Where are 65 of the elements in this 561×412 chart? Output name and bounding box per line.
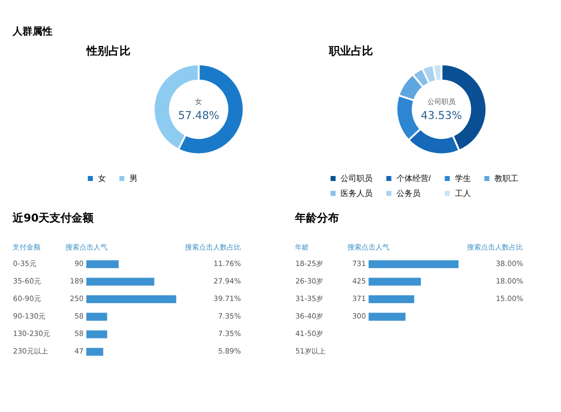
text: 5.89% — [218, 346, 242, 356]
chart-title: 性别占比 — [85, 44, 130, 58]
text: 15.00% — [496, 294, 524, 304]
bar — [86, 330, 108, 338]
text: 搜索点击人数占比 — [184, 242, 241, 252]
data-label: 90 — [74, 258, 84, 268]
bar — [368, 295, 414, 304]
bar — [368, 260, 459, 268]
chart-title: 年龄分布 — [294, 212, 339, 225]
data-label: 250 — [70, 294, 84, 304]
text: 人群属性 — [12, 26, 53, 38]
legend-label: 工人 — [454, 189, 471, 198]
y-tick-label: 41-50岁 — [295, 329, 324, 338]
text: 38.00% — [496, 258, 524, 268]
bar — [368, 312, 406, 321]
bar — [86, 348, 104, 356]
slice-label: 女 — [195, 96, 202, 106]
legend-label: 教职工 — [494, 174, 518, 184]
legend-label: 学生 — [454, 174, 471, 184]
y-tick-label: 0-35元 — [13, 258, 36, 268]
y-tick-label: 130-230元 — [13, 329, 50, 338]
data-label: 57.48% — [178, 109, 220, 122]
legend-label: 女 — [98, 174, 106, 184]
data-label: 371 — [352, 294, 366, 304]
data-label: 189 — [70, 276, 84, 286]
y-tick-label: 230元以上 — [13, 346, 48, 356]
y-tick-label: 36-40岁 — [295, 312, 324, 321]
data-label: 58 — [74, 329, 84, 338]
bar — [86, 260, 119, 268]
data-label: 43.53% — [420, 109, 462, 122]
y-tick-label: 26-30岁 — [295, 276, 324, 286]
y-tick-label: 35-60元 — [13, 276, 41, 286]
bar — [86, 312, 108, 321]
data-label: 58 — [74, 312, 84, 321]
legend-label: 个体经营/ — [396, 174, 432, 184]
text: 7.35% — [218, 329, 242, 338]
legend-label: 公司职员 — [340, 174, 373, 184]
chart-title: 近90天支付金额 — [12, 212, 95, 225]
text: 18.00% — [496, 276, 524, 286]
data-label: 47 — [74, 346, 84, 356]
data-label: 425 — [352, 276, 366, 286]
y-tick-label: 60-90元 — [13, 294, 41, 304]
y-tick-label: 31-35岁 — [295, 294, 324, 304]
legend-label: 公务员 — [396, 189, 420, 198]
text: 11.76% — [214, 258, 242, 268]
x-axis-title: 搜索点击人气 — [65, 242, 108, 252]
y-tick-label: 18-25岁 — [295, 258, 324, 268]
y-tick-label: 51岁以上 — [295, 346, 326, 356]
bar — [86, 278, 154, 286]
legend-label: 男 — [129, 174, 138, 184]
slice-label: 公司职员 — [427, 96, 456, 106]
data-label: 300 — [352, 312, 366, 321]
y-axis-title: 年龄 — [294, 242, 309, 252]
y-tick-label: 90-130元 — [13, 312, 46, 321]
text: 39.71% — [214, 294, 242, 304]
data-label: 731 — [352, 258, 366, 268]
bar — [86, 295, 176, 304]
bar — [368, 278, 421, 286]
text: 搜索点击人数占比 — [467, 242, 524, 252]
text: 7.35% — [218, 312, 242, 321]
legend-label: 医务人员 — [340, 189, 373, 198]
chart-title: 职业占比 — [328, 44, 374, 58]
x-axis-title: 搜索点击人气 — [348, 242, 390, 252]
text: 27.94% — [214, 276, 242, 286]
y-axis-title: 支付金额 — [12, 242, 41, 252]
